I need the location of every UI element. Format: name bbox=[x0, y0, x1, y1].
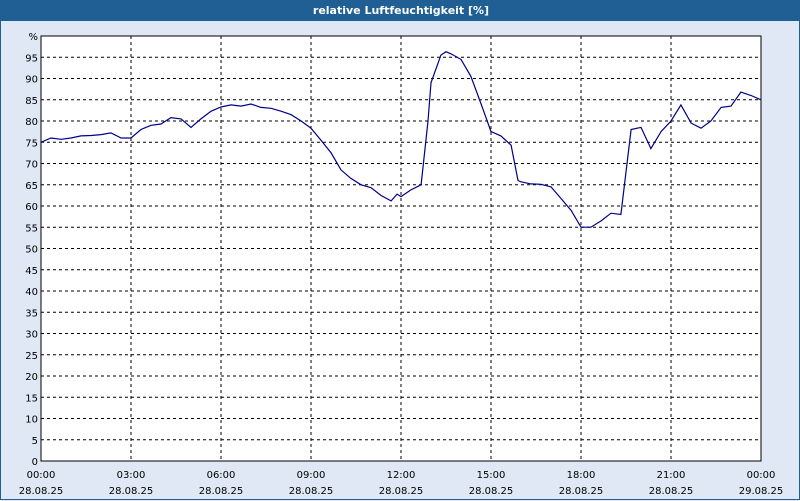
x-tick-time: 15:00 bbox=[477, 470, 506, 481]
x-tick-date: 28.08.25 bbox=[469, 486, 514, 497]
y-tick-label: 15 bbox=[25, 393, 38, 404]
y-tick-label: 95 bbox=[25, 53, 38, 64]
y-tick-label: 30 bbox=[25, 330, 38, 341]
x-tick-time: 06:00 bbox=[207, 470, 236, 481]
x-tick-date: 28.08.25 bbox=[289, 486, 334, 497]
y-tick-label: 80 bbox=[25, 117, 38, 128]
y-tick-label: 40 bbox=[25, 287, 38, 298]
x-tick-time: 00:00 bbox=[747, 470, 776, 481]
x-tick-time: 18:00 bbox=[567, 470, 596, 481]
x-tick-date: 28.08.25 bbox=[559, 486, 604, 497]
plot-border bbox=[40, 35, 762, 462]
y-tick-label: 60 bbox=[25, 202, 38, 213]
chart-title: relative Luftfeuchtigkeit [%] bbox=[1, 1, 800, 21]
x-tick-time: 09:00 bbox=[297, 470, 326, 481]
y-tick-label: 65 bbox=[25, 181, 38, 192]
y-tick-label: 90 bbox=[25, 75, 38, 86]
y-tick-label: 25 bbox=[25, 351, 38, 362]
y-tick-label: 45 bbox=[25, 266, 38, 277]
y-tick-label: 0 bbox=[32, 457, 38, 468]
x-tick-date: 28.08.25 bbox=[379, 486, 424, 497]
y-tick-label: 85 bbox=[25, 96, 38, 107]
x-tick-date: 28.08.25 bbox=[199, 486, 244, 497]
y-axis-label: % bbox=[28, 32, 38, 43]
x-tick-date: 29.08.25 bbox=[739, 486, 784, 497]
x-tick-time: 21:00 bbox=[657, 470, 686, 481]
x-tick-time: 12:00 bbox=[387, 470, 416, 481]
y-tick-label: 50 bbox=[25, 245, 38, 256]
series-line bbox=[40, 51, 762, 228]
x-tick-time: 00:00 bbox=[27, 470, 56, 481]
y-tick-label: 20 bbox=[25, 372, 38, 383]
x-tick-time: 03:00 bbox=[117, 470, 146, 481]
y-tick-label: 55 bbox=[25, 223, 38, 234]
y-tick-label: 10 bbox=[25, 415, 38, 426]
x-tick-date: 28.08.25 bbox=[19, 486, 64, 497]
y-tick-label: 35 bbox=[25, 308, 38, 319]
y-tick-label: 5 bbox=[32, 436, 38, 447]
y-tick-label: 75 bbox=[25, 138, 38, 149]
x-tick-date: 28.08.25 bbox=[649, 486, 694, 497]
x-tick-date: 28.08.25 bbox=[109, 486, 154, 497]
y-tick-label: 70 bbox=[25, 160, 38, 171]
